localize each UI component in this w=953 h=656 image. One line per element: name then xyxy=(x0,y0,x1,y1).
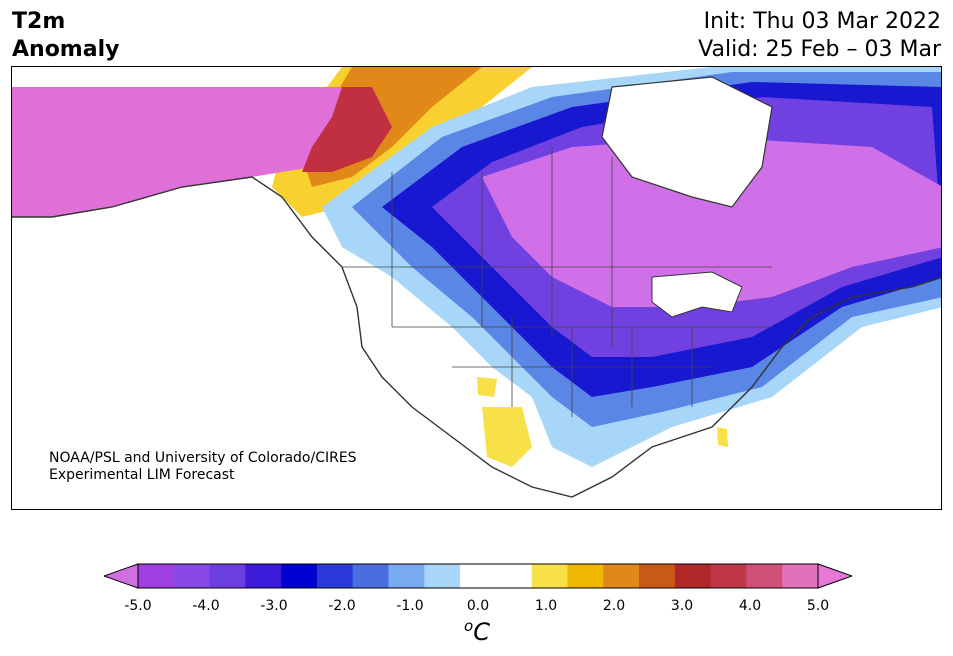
alaska-warm-region xyxy=(12,87,392,217)
canada-warm-region xyxy=(482,137,941,307)
colorbar-swatch xyxy=(316,564,354,588)
colorbar-swatch xyxy=(138,564,175,588)
colorbar-swatches xyxy=(138,564,819,588)
alaska-red-ring xyxy=(302,87,392,172)
colorbar-under-arrow xyxy=(104,563,139,589)
colorbar-swatch xyxy=(173,564,211,588)
colorbar-tick-label: 1.0 xyxy=(534,598,558,614)
colorbar-swatch xyxy=(674,564,712,588)
credit-line-1: NOAA/PSL and University of Colorado/CIRE… xyxy=(49,450,357,466)
colorbar-tick-label: 5.0 xyxy=(806,598,830,614)
admin-borders xyxy=(342,147,772,417)
colorbar-tick-label: 0.0 xyxy=(466,598,490,614)
hudson-bay xyxy=(601,76,773,208)
colorbar-swatch xyxy=(281,564,318,588)
colorbar-tick-label: 4.0 xyxy=(738,598,762,614)
unit-letter: C xyxy=(473,618,490,646)
colorbar-swatch xyxy=(245,564,282,588)
colorbar-tick-label: 3.0 xyxy=(670,598,694,614)
colorbar-swatch xyxy=(710,564,747,588)
unit-degree: o xyxy=(464,617,474,635)
forecast-dates: Init: Thu 03 Mar 2022 Valid: 25 Feb – 03… xyxy=(698,8,941,64)
credit-line-2: Experimental LIM Forecast xyxy=(49,467,235,483)
colorbar-swatch xyxy=(639,564,676,588)
title-line-2: Anomaly xyxy=(12,37,120,62)
colorbar-tick-label: -4.0 xyxy=(192,598,220,614)
colorbar-unit: oC xyxy=(464,617,490,646)
colorbar-swatch xyxy=(495,564,533,588)
init-date: Init: Thu 03 Mar 2022 xyxy=(703,9,941,34)
colorbar-swatch xyxy=(567,564,604,588)
colorbar-swatch xyxy=(209,564,246,588)
colorbar-swatch xyxy=(388,564,425,588)
coastline xyxy=(12,176,941,498)
colorbar-border xyxy=(137,563,819,589)
colorbar-swatch xyxy=(531,564,568,588)
arizona-warm-spot xyxy=(477,377,497,397)
forecast-credit: NOAA/PSL and University of Colorado/CIRE… xyxy=(49,450,357,484)
colorbar-swatch xyxy=(352,564,390,588)
colorbar-swatch xyxy=(746,564,783,588)
colorbar-swatch xyxy=(782,564,819,588)
title-line-1: T2m xyxy=(12,9,66,34)
anomaly-map xyxy=(11,66,942,510)
florida-warm-spot xyxy=(717,427,728,447)
colorbar-tick-label: -2.0 xyxy=(328,598,356,614)
colorbar-swatch xyxy=(460,564,497,588)
colorbar-tick-label: -5.0 xyxy=(124,598,152,614)
map-title: T2m Anomaly xyxy=(12,8,119,64)
great-lakes xyxy=(651,271,743,318)
colorbar-tick-label: 2.0 xyxy=(602,598,626,614)
map-canvas xyxy=(12,67,941,498)
colorbar-swatch xyxy=(424,564,461,588)
colorbar xyxy=(104,563,852,589)
colorbar-swatch xyxy=(603,564,640,588)
southwest-warm-spot xyxy=(482,407,532,467)
colorbar-over-arrow xyxy=(817,563,852,589)
colorbar-tick-label: -3.0 xyxy=(260,598,288,614)
valid-range: Valid: 25 Feb – 03 Mar xyxy=(698,37,941,62)
colorbar-tick-label: -1.0 xyxy=(396,598,424,614)
